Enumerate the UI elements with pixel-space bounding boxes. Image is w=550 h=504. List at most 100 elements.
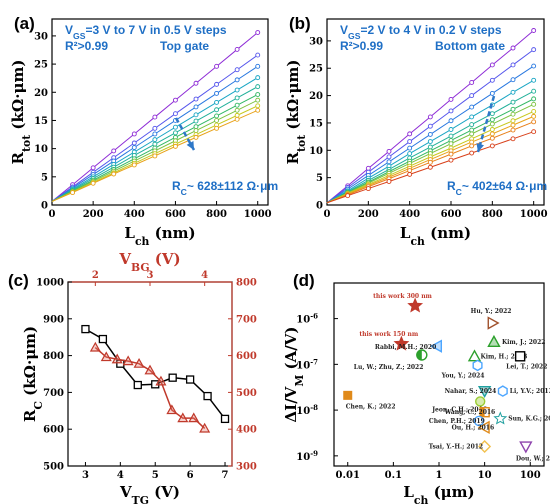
panel-b-data-point [510, 77, 516, 83]
panel-a-xtick-label: 800 [206, 209, 227, 220]
panel-c-triangle-marker [111, 353, 123, 364]
panel-b-data-point [448, 108, 454, 114]
panel-c-triangle-marker [144, 364, 156, 375]
panel-d-point-label: You, Y.; 2024 [441, 372, 485, 379]
panel-b-data-point [489, 131, 495, 137]
panel-a-data-point [255, 63, 261, 69]
panel-c-square-marker [98, 334, 108, 344]
panel-a-data-point [152, 114, 158, 120]
panel-d-marker [407, 297, 424, 313]
panel-a-ytick-label: 30 [34, 31, 48, 42]
panel-c-right-ytick-label: 400 [236, 425, 257, 436]
panel-b-data-point [427, 123, 433, 129]
panel-d-xtick-label: 0.1 [385, 470, 402, 481]
panel-d-point-label: Kim, H.; 2023 [481, 353, 528, 360]
panel-b-data-point [427, 114, 433, 120]
panel-a-data-point [255, 103, 261, 109]
panel-b-ytick-label: 25 [309, 64, 323, 75]
panel-a-data-point [90, 180, 96, 186]
panel-a-xtick-label: 200 [83, 209, 104, 220]
panel-a-data-point [131, 131, 137, 137]
panel-b-data-point [510, 99, 516, 105]
panel-c-right-ytick-label: 500 [236, 388, 257, 399]
panel-d-point-label: this work 150 nm [359, 331, 418, 338]
panel-c-square-marker [81, 324, 90, 334]
panel-d-marker [473, 415, 485, 427]
panel-a-panel-label: (a) [14, 14, 35, 33]
panel-a-ytick-label: 5 [41, 172, 48, 183]
panel-b-data-point [427, 164, 433, 170]
panel-d-point-label: Dou, W.; 2020 [516, 456, 550, 463]
panel-a-data-point [214, 113, 220, 119]
panel-b-data-point [386, 179, 392, 184]
panel-b-data-point [531, 129, 537, 135]
panel-b-data-point [510, 89, 516, 95]
panel-b-xtick-label: 800 [482, 209, 503, 220]
panel-b-data-point [407, 151, 413, 157]
panel-b-data-point [469, 122, 475, 128]
panel-b-data-point [531, 96, 537, 102]
panel-a-xlabel: Lch (nm) [124, 224, 195, 248]
panel-c-xtick-label: 6 [187, 470, 194, 481]
panel-a-data-point [214, 63, 220, 69]
panel-b-data-point [489, 90, 495, 96]
panel-d-marker [514, 351, 526, 362]
panel-a-data-point [255, 84, 261, 90]
panel-d-marker [493, 411, 508, 425]
panel-b-data-point [448, 133, 454, 139]
panel-c-top-xlabel: VBG (V) [118, 250, 180, 274]
panel-c-triangle-marker [133, 357, 145, 368]
panel-d-marker [475, 396, 486, 407]
panel-a-annotation-r2: R²>0.99 [65, 39, 108, 53]
panel-c-right-ytick-label: 600 [236, 351, 257, 362]
panel-b-data-point [531, 47, 537, 53]
panel-d-marker [478, 440, 492, 454]
panel-c-xtick-label: 7 [222, 470, 229, 481]
panel-c-square-marker [203, 391, 212, 401]
panel-d-marker [429, 339, 443, 353]
panel-d-point-label: Li, Y.V.; 2013 [510, 388, 550, 395]
panel-b-ytick-label: 30 [309, 36, 323, 47]
panel-b-data-point [407, 131, 413, 137]
panel-c-ytick-label: 600 [43, 425, 64, 436]
panel-b-data-point [407, 171, 413, 177]
panel-a-data-point [234, 95, 240, 101]
panel-b-trend-arrow [476, 95, 496, 153]
panel-c-xtick-label: 5 [152, 470, 159, 481]
panel-a-data-point [193, 134, 199, 140]
panel-a-data-point [234, 67, 240, 73]
panel-b-data-point [427, 159, 433, 165]
panel-d-xtick-label: 0.01 [336, 470, 360, 481]
panel-b-data-point [469, 80, 475, 85]
panel-a-data-point [234, 46, 240, 52]
panel-a-frame [51, 18, 269, 206]
panel-b-data-point [386, 154, 392, 160]
panel-a-ylabel: Rtot (kΩ·μm) [9, 60, 33, 165]
panel-b-data-point [531, 77, 537, 83]
panel-a-data-point [234, 107, 240, 113]
panel-a-data-point [214, 99, 220, 105]
panel-a-annotation-rc: RC~ 628±112 Ω·μm [172, 179, 278, 197]
panel-d-marker [472, 359, 483, 372]
panel-c-triangle-marker [199, 422, 211, 433]
panel-a-data-point [193, 128, 199, 134]
panel-c-top-xtick-label: 3 [147, 270, 154, 281]
panel-d-point-label: Ou, H.; 2016 [452, 424, 495, 431]
panel-b-ytick-label: 10 [309, 146, 323, 157]
panel-b-data-point [510, 118, 516, 124]
panel-d-point-label: Jeon, C.H.; 2016 [431, 406, 487, 413]
panel-a-data-point [234, 102, 240, 108]
panel-b-data-point [407, 145, 413, 151]
panel-c-right-ytick-label: 700 [236, 314, 257, 325]
panel-b-annotation-r2: R²>0.99 [340, 39, 383, 53]
panel-a-ytick-label: 15 [34, 116, 48, 127]
panel-b-data-point [469, 114, 475, 120]
panel-d-marker [487, 334, 501, 347]
panel-a-data-point [214, 107, 220, 113]
panel-b-xtick-label: 200 [358, 209, 379, 220]
panel-a-xtick-label: 600 [165, 209, 186, 220]
panel-b-xtick-label: 0 [324, 209, 331, 220]
panel-a-xtick-label: 400 [124, 209, 145, 220]
panel-b-data-point [531, 101, 537, 107]
panel-d-xtick-label: 100 [520, 470, 541, 481]
